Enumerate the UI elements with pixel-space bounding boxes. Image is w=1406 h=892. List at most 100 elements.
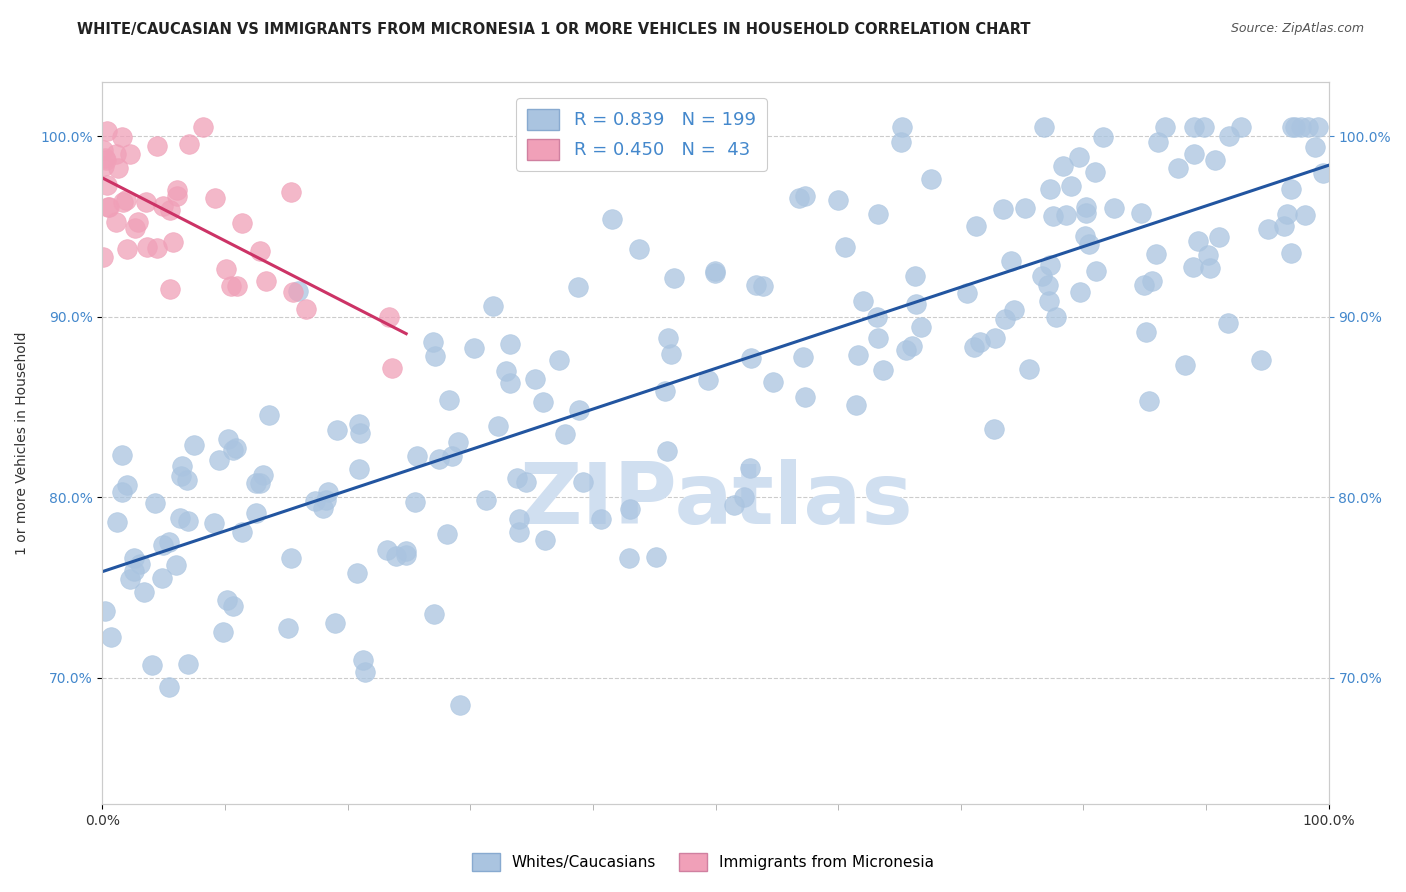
Point <box>1167 161 1189 175</box>
Point <box>114 194 136 208</box>
Point <box>283 285 305 300</box>
Point <box>872 363 894 377</box>
Point <box>463 341 485 355</box>
Point <box>231 216 253 230</box>
Point <box>1054 208 1077 222</box>
Point <box>204 191 226 205</box>
Point <box>723 498 745 512</box>
Point <box>252 468 274 483</box>
Point <box>150 571 173 585</box>
Point <box>115 243 138 257</box>
Point <box>134 585 156 599</box>
Point <box>1002 302 1025 317</box>
Point <box>1129 206 1152 220</box>
Point <box>1132 277 1154 292</box>
Legend: Whites/Caucasians, Immigrants from Micronesia: Whites/Caucasians, Immigrants from Micro… <box>465 847 941 877</box>
Point <box>910 319 932 334</box>
Point <box>177 514 200 528</box>
Point <box>572 475 595 489</box>
Point <box>1308 120 1330 134</box>
Point <box>349 417 371 432</box>
Point <box>891 120 914 134</box>
Point <box>1052 159 1074 173</box>
Point <box>1197 248 1219 262</box>
Point <box>1014 201 1036 215</box>
Point <box>202 516 225 530</box>
Point <box>280 550 302 565</box>
Point <box>143 496 166 510</box>
Point <box>423 607 446 621</box>
Point <box>166 188 188 202</box>
Point <box>851 293 873 308</box>
Point <box>1250 353 1272 368</box>
Point <box>787 191 810 205</box>
Point <box>794 390 817 404</box>
Point <box>845 398 868 412</box>
Point <box>659 347 682 361</box>
Point <box>619 502 641 516</box>
Point <box>146 139 169 153</box>
Point <box>515 475 537 489</box>
Point <box>352 653 374 667</box>
Point <box>249 244 271 259</box>
Point <box>1312 166 1334 180</box>
Point <box>231 524 253 539</box>
Point <box>1033 120 1056 134</box>
Point <box>111 195 134 210</box>
Point <box>567 279 589 293</box>
Text: ZIPatlas: ZIPatlas <box>519 459 912 542</box>
Legend: R = 0.839   N = 199, R = 0.450   N =  43: R = 0.839 N = 199, R = 0.450 N = 43 <box>516 98 766 170</box>
Point <box>894 343 917 358</box>
Point <box>868 207 890 221</box>
Point <box>1039 258 1062 272</box>
Point <box>1083 165 1105 179</box>
Point <box>124 564 146 578</box>
Point <box>645 550 668 565</box>
Point <box>183 438 205 452</box>
Point <box>1218 128 1240 143</box>
Point <box>93 159 115 173</box>
Point <box>792 350 814 364</box>
Point <box>422 334 444 349</box>
Point <box>905 297 928 311</box>
Point <box>662 271 685 285</box>
Point <box>1154 120 1177 134</box>
Point <box>994 312 1017 326</box>
Point <box>176 473 198 487</box>
Point <box>548 352 571 367</box>
Point <box>162 235 184 249</box>
Point <box>920 171 942 186</box>
Point <box>165 558 187 573</box>
Point <box>619 551 641 566</box>
Point <box>146 241 169 255</box>
Point <box>354 665 377 680</box>
Point <box>111 485 134 500</box>
Point <box>124 220 146 235</box>
Point <box>600 211 623 226</box>
Point <box>439 393 461 408</box>
Point <box>259 408 281 422</box>
Point <box>166 183 188 197</box>
Point <box>1140 274 1163 288</box>
Point <box>226 278 249 293</box>
Point <box>1031 268 1053 283</box>
Point <box>449 698 471 712</box>
Point <box>96 178 118 193</box>
Point <box>627 242 650 256</box>
Point <box>177 657 200 672</box>
Point <box>381 361 404 376</box>
Point <box>1069 285 1091 300</box>
Point <box>129 557 152 571</box>
Point <box>1192 120 1215 134</box>
Point <box>100 630 122 644</box>
Point <box>136 240 159 254</box>
Point <box>316 485 339 500</box>
Point <box>105 516 128 530</box>
Point <box>436 527 458 541</box>
Point <box>1135 325 1157 339</box>
Point <box>846 348 869 362</box>
Point <box>429 452 451 467</box>
Point <box>280 185 302 199</box>
Point <box>423 349 446 363</box>
Text: Source: ZipAtlas.com: Source: ZipAtlas.com <box>1230 22 1364 36</box>
